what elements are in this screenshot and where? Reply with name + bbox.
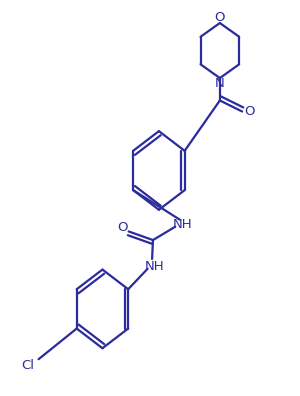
Text: O: O xyxy=(117,221,127,234)
Text: NH: NH xyxy=(145,259,165,272)
Text: NH: NH xyxy=(173,218,193,231)
Text: O: O xyxy=(244,105,255,118)
Text: N: N xyxy=(215,77,225,89)
Text: Cl: Cl xyxy=(22,359,34,371)
Text: O: O xyxy=(214,11,225,24)
